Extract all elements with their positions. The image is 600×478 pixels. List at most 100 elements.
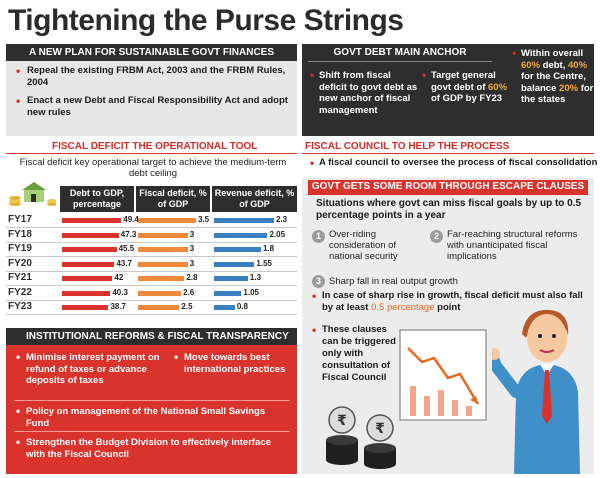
row-separator	[6, 241, 297, 243]
year-label: FY20	[8, 257, 32, 269]
bar-debt	[62, 276, 113, 281]
rupee-symbol: ₹	[375, 421, 385, 437]
plan-item: Enact a new Debt and Fiscal Responsibili…	[16, 95, 289, 119]
rupee-coins-icon: ₹ ₹	[326, 406, 396, 469]
reform-item-budget: Strengthen the Budget Division to effect…	[16, 437, 288, 460]
year-label: FY23	[8, 301, 32, 312]
bar-debt	[62, 261, 115, 267]
anchor-point-shift: Shift from fiscal deficit to govt debt a…	[310, 70, 420, 116]
declining-chart-board-icon	[399, 329, 487, 421]
businessman-illustration	[492, 309, 580, 474]
bar-value-label: 1.55	[256, 258, 272, 268]
bar-fiscal	[138, 305, 180, 310]
council-rule	[302, 153, 594, 154]
bar-debt	[62, 247, 117, 252]
bar-revenue	[214, 218, 274, 223]
bar-value-label: 1.3	[249, 273, 262, 282]
row-separator	[6, 270, 297, 272]
row-separator	[6, 299, 297, 301]
bar-value-label: 45.5	[118, 244, 135, 253]
escape-heading: GOVT GETS SOME ROOM THROUGH ESCAPE CLAUS…	[308, 180, 588, 195]
bar-value-label: 49.4	[123, 215, 139, 224]
rupee-symbol: ₹	[337, 413, 347, 429]
reforms-heading: INSTITUTIONAL REFORMS & FISCAL TRANSPARE…	[6, 328, 297, 345]
debt-anchor-panel: GOVT DEBT MAIN ANCHOR Shift from fiscal …	[302, 44, 594, 136]
reform-divider	[14, 431, 290, 432]
bar-value-label: 3	[189, 244, 195, 253]
bar-value-label: 47.3	[120, 229, 137, 239]
clause-reforms: Far-reaching structural reforms with una…	[447, 229, 578, 262]
reform-item-nssf: Policy on management of the National Sma…	[16, 406, 288, 429]
fiscal-tool-rule	[6, 153, 297, 154]
year-label: FY18	[8, 228, 32, 240]
council-heading: FISCAL COUNCIL TO HELP THE PROCESS	[305, 141, 510, 152]
row-separator	[6, 256, 297, 257]
reform-item-interest: Minimise interest payment on refund of t…	[16, 352, 166, 387]
bar-debt	[62, 305, 109, 310]
bar-value-label: 42	[114, 273, 124, 282]
bar-value-label: 1.8	[262, 244, 275, 253]
bar-debt	[62, 290, 111, 296]
col-head-revenue: Revenue deficit, % of GDP	[212, 186, 297, 212]
bar-value-label: 2.3	[276, 215, 288, 224]
new-plan-list: Repeal the existing FRBM Act, 2003 and t…	[6, 61, 297, 119]
escape-panel: GOVT GETS SOME ROOM THROUGH ESCAPE CLAUS…	[302, 178, 594, 474]
col-head-debt: Debt to GDP, percentage	[60, 186, 134, 212]
new-plan-panel: A NEW PLAN FOR SUSTAINABLE GOVT FINANCES…	[6, 44, 297, 136]
bar-value-label: 2.6	[183, 287, 195, 297]
bar-value-label: 3	[189, 229, 195, 239]
bar-revenue	[214, 305, 235, 310]
bar-value-label: 2.8	[186, 273, 198, 282]
bar-value-label: 2.5	[181, 302, 193, 311]
reform-item-practices: Move towards best international practice…	[174, 352, 292, 375]
bar-fiscal	[138, 218, 196, 223]
year-label: FY22	[8, 286, 32, 298]
escape-intro: Situations where govt can miss fiscal go…	[316, 198, 582, 221]
row-separator	[6, 285, 297, 286]
bar-debt	[62, 218, 122, 223]
bar-debt	[62, 232, 119, 238]
bar-revenue	[214, 261, 255, 267]
fiscal-tool-subtext: Fiscal deficit key operational target to…	[19, 157, 287, 179]
page-title: Tightening the Purse Strings	[8, 4, 404, 37]
number-badge-3: 3	[312, 275, 325, 288]
bar-fiscal	[138, 232, 188, 238]
bar-value-label: 40.3	[112, 287, 128, 297]
reform-divider	[14, 400, 290, 401]
bar-value-label: 43.7	[116, 258, 133, 268]
bar-revenue	[214, 232, 268, 238]
growth-clause: In case of sharp rise in growth, fiscal …	[312, 290, 588, 314]
bar-fiscal	[138, 261, 188, 267]
bar-revenue	[214, 247, 261, 252]
council-text: A fiscal council to oversee the process …	[310, 156, 597, 170]
year-label: FY19	[8, 243, 32, 254]
bar-value-label: 2.05	[269, 229, 286, 239]
fiscal-tool-heading: FISCAL DEFICIT THE OPERATIONAL TOOL	[52, 141, 258, 152]
number-badge-2: 2	[430, 230, 443, 243]
bar-revenue	[214, 276, 248, 281]
anchor-point-split: Within overall 60% debt, 40% for the Cen…	[512, 48, 594, 106]
debt-anchor-heading: GOVT DEBT MAIN ANCHOR	[308, 47, 492, 62]
bar-fiscal	[138, 276, 185, 281]
council-clause: These clauses can be triggered only with…	[312, 324, 402, 384]
reforms-panel: INSTITUTIONAL REFORMS & FISCAL TRANSPARE…	[6, 328, 297, 474]
number-badge-1: 1	[312, 230, 325, 243]
house-coins-icon	[9, 182, 56, 206]
bar-fiscal	[138, 247, 188, 252]
anchor-point-target: Target general govt debt of 60% of GDP b…	[422, 70, 508, 105]
bar-value-label: 3	[189, 258, 195, 268]
col-head-fiscal: Fiscal deficit, % of GDP	[136, 186, 210, 212]
bar-value-label: 1.05	[243, 287, 259, 297]
row-separator	[6, 227, 297, 228]
bar-value-label: 0.8	[236, 302, 248, 311]
clause-output: Sharp fall in real output growth	[329, 276, 458, 287]
row-separator	[6, 314, 297, 315]
clause-security: Over-riding consideration of national se…	[329, 229, 398, 262]
bar-fiscal	[138, 290, 182, 296]
deficit-table: Debt to GDP, percentage Fiscal deficit, …	[6, 186, 297, 321]
bar-revenue	[214, 290, 242, 296]
bar-value-label: 3.5	[198, 215, 210, 224]
plan-item: Repeal the existing FRBM Act, 2003 and t…	[16, 65, 289, 89]
year-label: FY17	[8, 214, 32, 225]
new-plan-heading: A NEW PLAN FOR SUSTAINABLE GOVT FINANCES	[6, 44, 297, 61]
